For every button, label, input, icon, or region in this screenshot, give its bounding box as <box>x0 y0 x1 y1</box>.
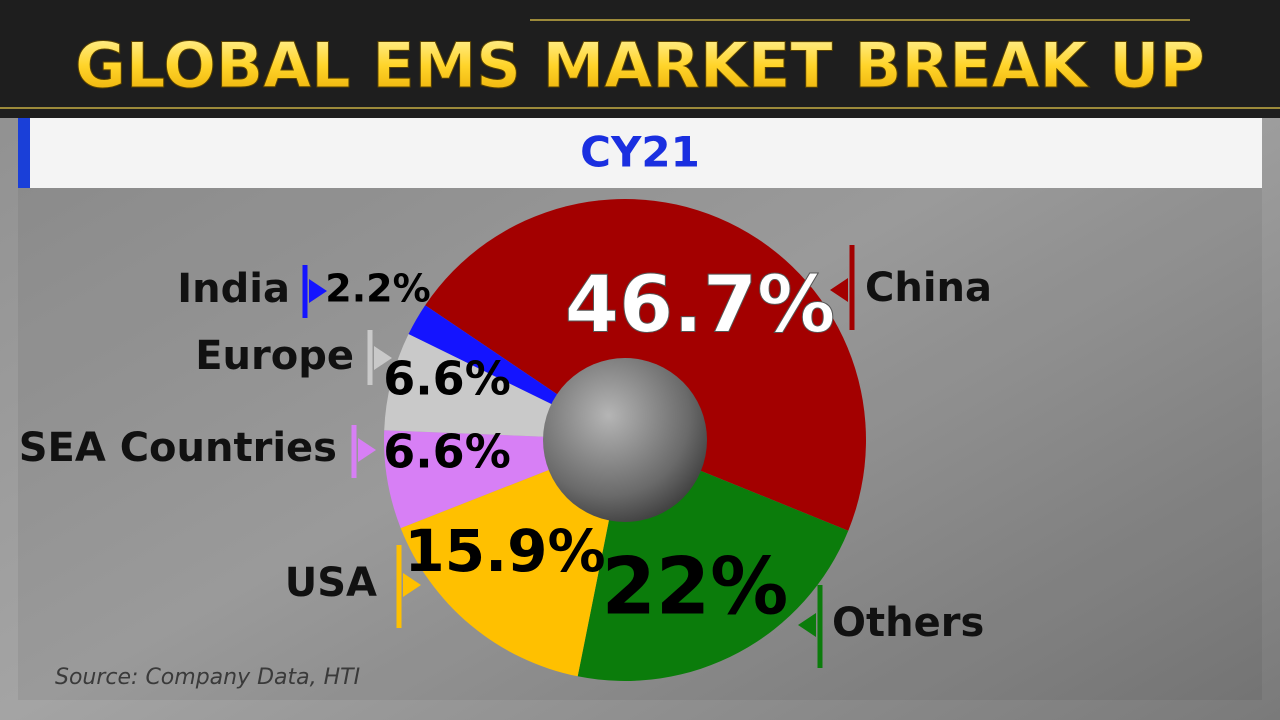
value-label: 6.6% <box>383 352 511 406</box>
category-label: SEA Countries <box>19 425 337 471</box>
category-label: USA <box>285 560 377 606</box>
legend-marker <box>309 279 327 303</box>
value-label: 2.2% <box>325 267 430 311</box>
subtitle-accent <box>18 118 30 188</box>
labels: 46.7% China 22% Others 15.9% USA 6.6% SEA Count… <box>19 245 992 668</box>
value-label: 6.6% <box>383 425 511 479</box>
donut-hole <box>543 358 707 522</box>
legend-marker <box>403 573 421 597</box>
subtitle-band <box>18 118 1262 188</box>
category-label: India <box>177 266 290 312</box>
category-label: China <box>865 265 992 311</box>
legend-marker <box>830 278 848 302</box>
source-note: Source: Company Data, HTI <box>55 665 360 690</box>
value-label: 46.7% <box>565 260 836 350</box>
legend-marker <box>374 346 392 370</box>
legend-marker <box>358 438 376 462</box>
chart-title: GLOBAL EMS MARKET BREAK UP <box>75 29 1205 102</box>
category-label: Europe <box>195 333 354 379</box>
chart-subtitle: CY21 <box>580 128 700 177</box>
category-label: Others <box>832 600 984 646</box>
legend-marker <box>798 613 816 637</box>
value-label: 22% <box>602 542 789 632</box>
value-label: 15.9% <box>404 517 605 585</box>
